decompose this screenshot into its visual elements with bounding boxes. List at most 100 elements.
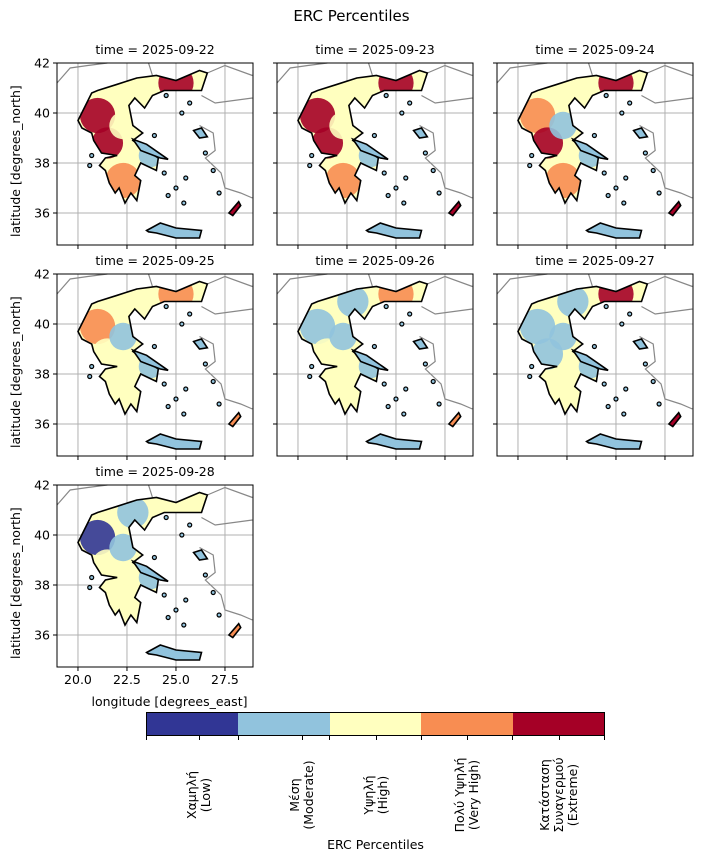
island <box>151 343 158 350</box>
island <box>216 190 222 196</box>
panel-title: time = 2025-09-25 <box>95 253 215 268</box>
region-cell-islands <box>632 338 649 350</box>
island <box>422 150 428 156</box>
colorbar-segment <box>238 713 330 735</box>
region-cell-thessaly <box>329 322 357 351</box>
colorbar-tick <box>199 736 200 740</box>
map-panel <box>273 273 474 460</box>
y-tick-label: 40 <box>34 317 50 332</box>
map-panel <box>273 62 474 249</box>
island <box>307 373 313 380</box>
island <box>601 381 607 387</box>
y-tick-label: 36 <box>34 417 50 432</box>
island <box>309 152 315 159</box>
y-tick-label: 42 <box>34 478 50 493</box>
island <box>656 401 662 407</box>
island <box>383 303 389 310</box>
colorbar-tick-label: Χαμηλή (Low) <box>184 771 213 819</box>
island <box>307 162 313 169</box>
colorbar-boundary-tick <box>146 736 147 740</box>
island <box>407 100 413 106</box>
island <box>430 167 436 174</box>
island <box>627 311 633 317</box>
region-cell-islands <box>412 127 429 139</box>
region-cell-crete <box>585 433 643 450</box>
island <box>89 152 95 159</box>
colorbar-segment <box>421 713 513 735</box>
border-line <box>647 275 693 288</box>
island <box>161 170 167 176</box>
axes-frame <box>496 273 694 457</box>
island <box>173 607 179 613</box>
island <box>621 411 627 417</box>
island <box>591 343 598 350</box>
region-cell-central-macedonia <box>117 74 149 107</box>
island <box>527 162 533 169</box>
colorbar-segment <box>329 713 422 735</box>
colorbar-tick <box>376 736 377 740</box>
island <box>619 321 625 327</box>
region-cell-northwest <box>519 97 556 134</box>
axes-frame <box>56 484 254 668</box>
border-line <box>199 124 253 199</box>
border-line <box>207 486 253 499</box>
island <box>165 192 171 199</box>
region-cell-rhodes <box>227 622 242 639</box>
island <box>403 175 409 181</box>
region-cell-islands <box>632 127 649 139</box>
colorbar-label: ERC Percentiles <box>327 837 424 852</box>
island <box>87 373 93 380</box>
island <box>181 411 187 417</box>
axes-frame <box>276 62 474 246</box>
region-cell-northwest <box>299 308 336 345</box>
colorbar-tick-label: Κατάσταση Συναγερμού (Extreme) <box>537 757 580 833</box>
island <box>422 361 428 367</box>
border-line <box>147 62 154 76</box>
island <box>216 401 222 407</box>
island <box>605 403 611 410</box>
border-line <box>201 305 253 315</box>
y-axis-label: latitude [degrees_north] <box>8 507 23 659</box>
border-line <box>647 64 693 77</box>
island <box>179 532 185 538</box>
colorbar-tick <box>467 736 468 740</box>
island <box>183 597 189 603</box>
border-line <box>276 62 328 84</box>
region-cell-crete <box>585 222 643 239</box>
border-line <box>367 273 374 287</box>
region-cell-peloponnese <box>545 373 581 410</box>
axes-frame <box>56 62 254 246</box>
colorbar-tick <box>559 736 560 740</box>
y-tick-label: 36 <box>34 628 50 643</box>
y-tick-label: 42 <box>34 267 50 282</box>
x-tick-label: 22.5 <box>113 672 141 687</box>
island <box>393 185 399 191</box>
island <box>151 132 158 139</box>
island <box>642 361 648 367</box>
island <box>371 343 378 350</box>
border-line <box>419 335 473 410</box>
island <box>151 554 158 561</box>
panel-title: time = 2025-09-24 <box>535 42 655 57</box>
region-cell-crete <box>145 222 203 239</box>
island <box>529 363 535 370</box>
island <box>187 522 193 528</box>
island <box>399 321 405 327</box>
island <box>623 175 629 181</box>
region-cell-northwest <box>299 97 336 134</box>
y-axis-label: latitude [degrees_north] <box>8 85 23 237</box>
border-line <box>147 484 154 498</box>
island <box>381 381 387 387</box>
border-line <box>56 62 108 84</box>
border-line <box>421 305 473 315</box>
island <box>173 185 179 191</box>
map-panel: 36 38 40 42 20.0 22.5 25.0 27.5 <box>34 478 254 687</box>
colorbar-boundary-tick <box>512 736 514 740</box>
y-tick-label: 36 <box>34 206 50 221</box>
island <box>202 361 208 367</box>
region-cell-rhodes <box>447 411 462 428</box>
panel-title: time = 2025-09-28 <box>95 464 215 479</box>
y-tick-label: 40 <box>34 106 50 121</box>
colorbar-tick-label: Πολύ Υψηλή (Very High) <box>452 757 481 833</box>
